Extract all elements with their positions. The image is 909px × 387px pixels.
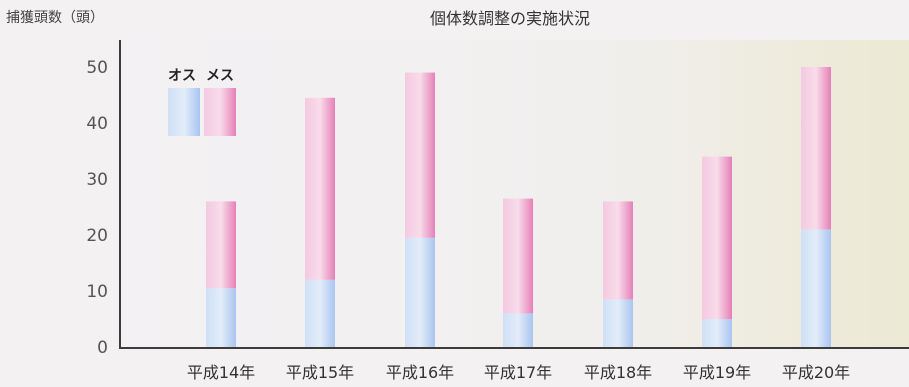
bar-male <box>206 288 236 347</box>
bar-female <box>801 67 831 230</box>
legend-label-male: オス <box>168 68 196 84</box>
x-tick-label: 平成19年 <box>683 363 751 382</box>
y-tick-label: 30 <box>86 170 108 190</box>
bar-male <box>503 313 533 347</box>
bar-male <box>305 279 335 347</box>
legend-swatch-female <box>204 88 236 136</box>
bar-female <box>206 201 236 289</box>
y-tick-label: 20 <box>86 226 108 246</box>
x-tick-label: 平成14年 <box>187 363 255 382</box>
bar-male <box>702 319 732 347</box>
bar-female <box>503 198 533 314</box>
x-tick-label: 平成15年 <box>286 363 354 382</box>
bar-female <box>603 201 633 300</box>
x-tick-label: 平成17年 <box>484 363 552 382</box>
x-tick-label: 平成16年 <box>386 363 454 382</box>
legend-label-female: メス <box>206 68 234 84</box>
y-tick-label: 40 <box>86 114 108 134</box>
y-tick-label: 10 <box>86 282 108 302</box>
bar-male <box>603 299 633 347</box>
bars <box>206 67 831 347</box>
y-tick-label: 50 <box>86 58 108 78</box>
y-tick-labels: 0 10 20 30 40 50 <box>86 58 108 358</box>
chart-title: 個体数調整の実施状況 <box>430 9 590 28</box>
legend: オス メス <box>168 68 236 136</box>
x-tick-label: 平成18年 <box>584 363 652 382</box>
y-axis-label: 捕獲頭数（頭） <box>6 10 104 26</box>
legend-swatch-male <box>168 88 200 136</box>
x-tick-label: 平成20年 <box>782 363 850 382</box>
bar-male <box>801 229 831 347</box>
bar-female <box>405 72 435 238</box>
x-tick-labels: 平成14年 平成15年 平成16年 平成17年 平成18年 平成19年 平成20年 <box>187 363 850 382</box>
bar-female <box>702 156 732 319</box>
bar-female <box>305 97 335 280</box>
y-tick-label: 0 <box>97 338 108 358</box>
bar-male <box>405 237 435 347</box>
